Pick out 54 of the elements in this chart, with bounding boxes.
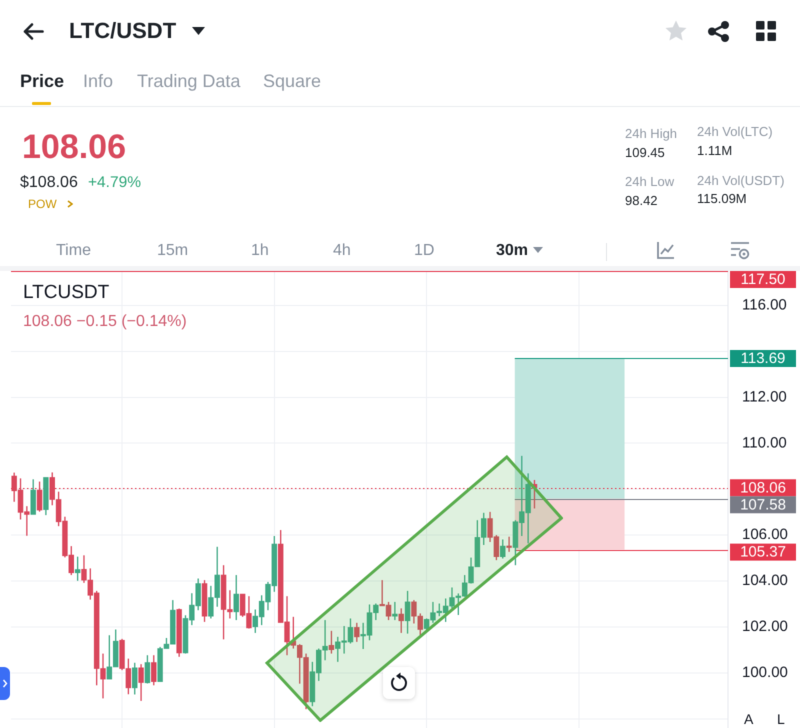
candlestick [354,622,360,643]
text: 24h Low [625,174,674,190]
ref-line-label: 107.58 [740,496,786,514]
candlestick [392,601,398,621]
y-tick-label: 102.00 [742,618,788,636]
y-tick-label: 106.00 [742,526,788,544]
text: Time [56,241,91,261]
candlestick [151,654,156,686]
candlestick [506,536,512,553]
y-tick-label: 104.00 [742,572,788,590]
annotation: 108.06 −0.15 (−0.14%) [23,312,187,332]
candlestick [144,654,150,684]
text: +4.79% [88,174,142,192]
text: 109.45 [625,145,665,161]
candlestick [532,479,538,510]
text: Info [83,70,114,92]
text: 108.06 [22,126,126,168]
annotation: LTCUSDT [23,282,110,304]
y-tick-label: 100.00 [742,664,788,682]
ref-line-label: 113.69 [740,350,786,368]
text: POW [28,196,57,212]
text: 24h Vol(LTC) [697,124,773,140]
candlestick [132,662,138,696]
text: 15m [157,241,188,261]
candlestick [398,608,404,634]
candlestick [36,480,42,512]
y-tick-label: 116.00 [742,296,787,314]
ref-line-label: 117.50 [740,271,786,288]
candlestick [500,538,506,560]
ref-line-label: 108.06 [740,479,786,496]
candlestick [74,556,80,582]
text: 98.42 [625,193,658,209]
text: 115.09M [697,191,747,207]
text: 30m [496,241,528,261]
text: Price [20,70,64,92]
text: $108.06 [20,173,78,193]
y-tick-label: 110.00 [742,434,787,452]
text: 4h [333,241,351,261]
candlestick [328,630,334,654]
text: 24h Vol(USDT) [697,172,784,188]
y-tick-label: 112.00 [742,388,787,406]
text: 1h [251,241,269,261]
text: 1D [414,241,434,261]
text: 24h High [625,126,678,142]
chart-title: LTC/USDT [69,18,176,45]
candlestick [404,590,410,634]
candlestick [234,574,239,621]
text: 1.11M [697,143,732,159]
text: Trading Data [137,70,240,92]
text: A [744,710,754,728]
text: Square [263,70,322,92]
ref-line-label: 105.37 [740,544,786,561]
candlestick [138,664,144,702]
text: L [777,710,785,728]
